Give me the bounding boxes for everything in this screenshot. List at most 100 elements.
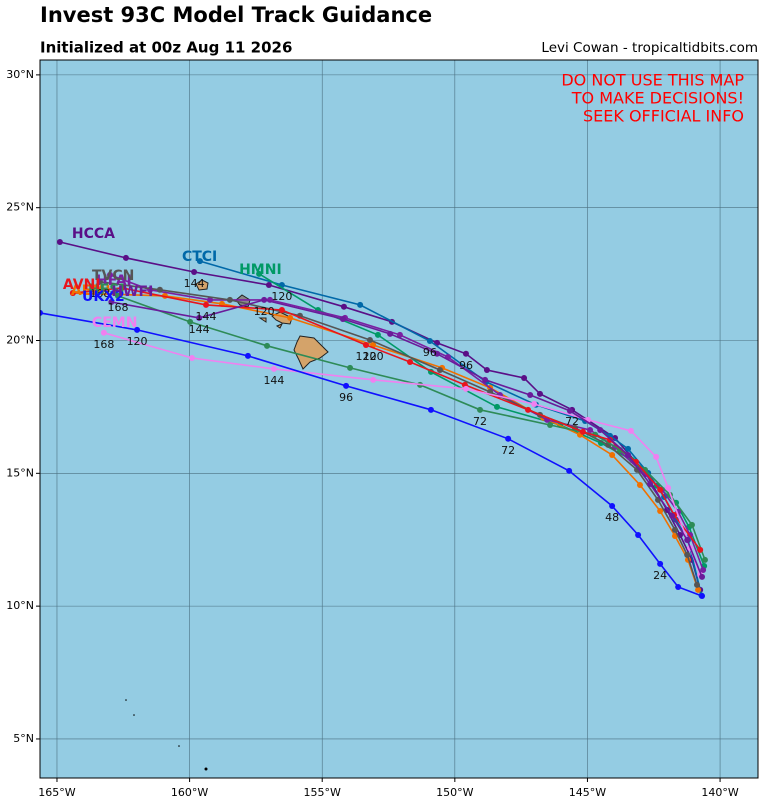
x-tick-label: 165°W [38, 786, 75, 799]
track-point [653, 453, 660, 460]
track-point [370, 376, 377, 383]
chart-title: Invest 93C Model Track Guidance [40, 3, 432, 27]
hour-label: 24 [653, 569, 667, 582]
legend-label: HFSI [88, 282, 125, 298]
ocean [40, 60, 758, 778]
legend-label: TVCN [92, 268, 134, 284]
track-point [697, 546, 704, 553]
legend-label: UKX2 [82, 289, 125, 305]
hour-label: 120 [127, 335, 148, 348]
legend-label: AEMI [71, 283, 111, 299]
track-point [426, 338, 433, 345]
hour-label: 120 [254, 305, 275, 318]
track-point [287, 314, 294, 321]
warning-text: SEEK OFFICIAL INFO [583, 107, 744, 126]
track-point [675, 584, 682, 591]
track-point [494, 403, 501, 410]
legend-label: HCCA [72, 226, 115, 242]
hour-label: 48 [605, 511, 619, 524]
track-point [191, 268, 198, 275]
track-point [357, 301, 364, 308]
x-tick-label: 155°W [304, 786, 341, 799]
legend-label: HWFI [111, 284, 153, 300]
track-point [196, 314, 203, 321]
track-point [627, 427, 634, 434]
track-point [436, 366, 443, 373]
legend-label: CTCI [182, 249, 217, 265]
hour-label: 144 [184, 277, 205, 290]
hour-label: 72 [565, 415, 579, 428]
hour-label: 144 [196, 310, 217, 323]
hour-label: 96 [339, 391, 353, 404]
track-point [625, 451, 632, 458]
warning-text: DO NOT USE THIS MAP [561, 71, 744, 90]
track-point [122, 254, 129, 261]
track-point [114, 292, 121, 299]
track-point [108, 298, 115, 305]
track-line [72, 287, 701, 551]
track-point [366, 336, 373, 343]
hour-label: 96 [423, 346, 437, 359]
y-tick-label: 20°N [6, 334, 34, 347]
legend-label: CEMN [92, 315, 138, 331]
track-point [156, 286, 163, 293]
legend-label: AVNI [63, 277, 101, 293]
hour-label: 144 [263, 374, 284, 387]
hour-label: 168 [107, 301, 128, 314]
x-tick-label: 145°W [569, 786, 606, 799]
track-point [505, 435, 512, 442]
track-point [527, 391, 534, 398]
track-line [59, 241, 701, 591]
x-tick-label: 150°W [436, 786, 473, 799]
track-point [547, 421, 554, 428]
track-point [625, 445, 632, 452]
hour-label: 96 [459, 359, 473, 372]
y-tick-label: 25°N [6, 201, 34, 214]
track-point [226, 296, 233, 303]
track-point [566, 467, 573, 474]
y-tick-label: 15°N [6, 466, 34, 479]
islet [125, 699, 127, 701]
track-point [579, 428, 586, 435]
track-point [536, 390, 543, 397]
track-point [40, 309, 43, 316]
track-point [657, 508, 664, 515]
track-point [669, 512, 676, 519]
island [258, 317, 284, 329]
track-point [265, 281, 272, 288]
track-line [40, 312, 703, 597]
track-point [69, 289, 76, 296]
track-point [434, 350, 441, 357]
chart-subtitle: Initialized at 00z Aug 11 2026 [40, 39, 292, 57]
hour-label: 120 [363, 350, 384, 363]
hour-label: 72 [501, 444, 515, 457]
track-point [207, 296, 214, 303]
track-line [103, 332, 701, 576]
track-point [609, 502, 616, 509]
track-point [612, 434, 619, 441]
track-point [278, 306, 285, 313]
track-point [693, 581, 700, 588]
track-point [188, 355, 195, 362]
track-point [482, 376, 489, 383]
hour-label: 72 [473, 415, 487, 428]
islet [178, 745, 180, 747]
track-point [647, 480, 654, 487]
track-point [347, 364, 354, 371]
y-tick-label: 5°N [13, 732, 34, 745]
track-point [462, 385, 469, 392]
track-point [657, 486, 664, 493]
track-point [587, 427, 594, 434]
track-point [635, 531, 642, 538]
credit: Levi Cowan - tropicaltidbits.com [541, 40, 758, 56]
track-point [566, 407, 573, 414]
track-point [521, 374, 528, 381]
track-point [118, 284, 125, 291]
legend-label: HFAI [96, 273, 132, 289]
hour-label: 144 [189, 323, 210, 336]
track-point [134, 326, 141, 333]
track-point [187, 318, 194, 325]
track-point [477, 406, 484, 413]
islands [125, 279, 329, 771]
track-point [462, 350, 469, 357]
